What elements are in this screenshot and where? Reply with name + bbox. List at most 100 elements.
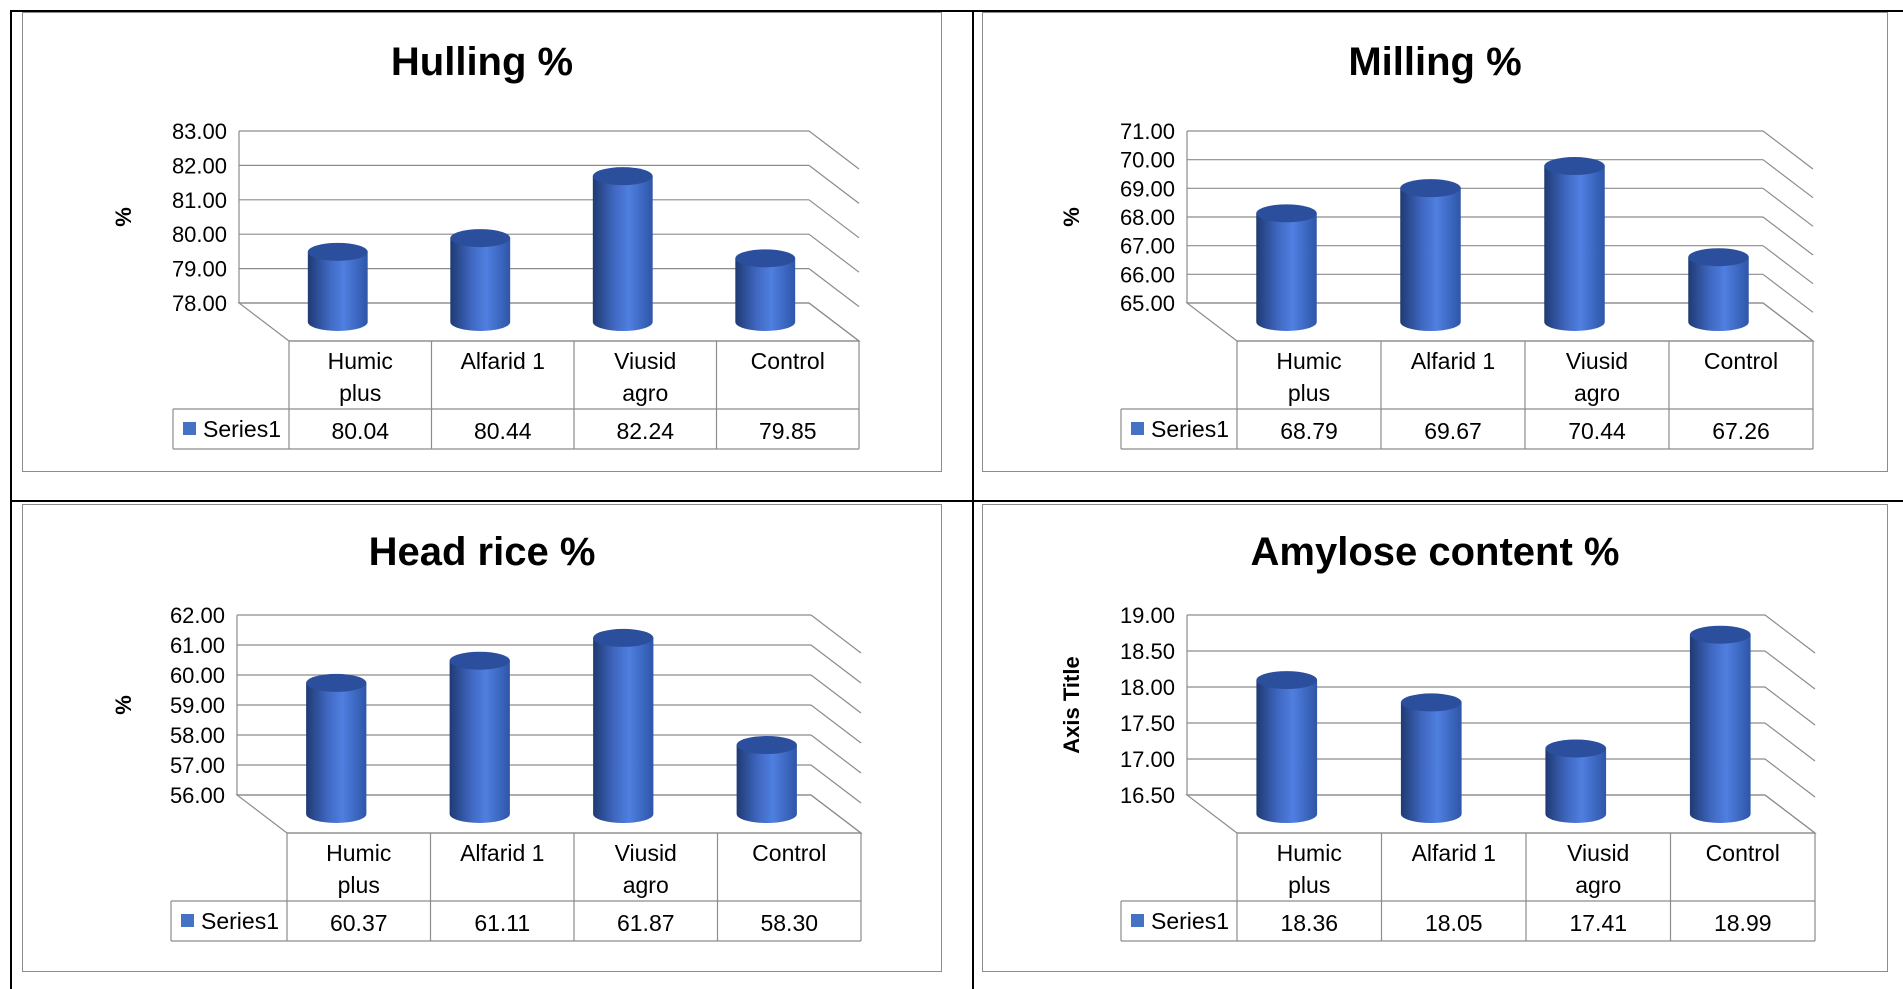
chart-title: Hulling % [391,40,573,84]
category-label-line: Humic [328,348,393,374]
category-label: Alfarid 1 [1412,840,1496,866]
bar-top [449,651,510,670]
category-label: Humic plus [326,840,391,898]
gridline-side [1762,216,1814,256]
gridline-side [1764,650,1816,690]
y-tick-label: 58.00 [170,723,225,748]
gridline-side [808,164,860,204]
gridline-side [810,704,862,744]
y-tick-label: 70.00 [1120,148,1175,173]
y-tick-label: 66.00 [1120,262,1175,287]
bar-0 [1256,204,1317,331]
value-label: 18.05 [1425,910,1483,936]
value-label: 82.24 [616,418,674,444]
y-tick-label: 56.00 [170,783,225,808]
category-label: Viusid agro [1567,840,1629,898]
bar-2 [1545,739,1607,823]
gridline-side [808,268,860,308]
bar-body [307,251,368,331]
gridline-side [1764,614,1816,654]
bar-body [1689,634,1751,823]
chart-hulling-svg: Hulling %% 78.00 79.00 80.00 81.00 82.00 83.00… [111,40,861,450]
bar-body [735,258,796,331]
gridline-side [1764,794,1816,834]
category-label-line: plus [338,872,380,898]
table-divider-horizontal [10,500,1903,502]
value-label: 18.36 [1280,910,1338,936]
gridline-side [1762,130,1814,170]
bar-top [592,167,653,186]
category-label-line: plus [1288,872,1330,898]
value-label: 18.99 [1714,910,1772,936]
category-label-line: plus [1288,380,1330,406]
chart-title: Head rice % [369,530,596,574]
gridline-side [1764,758,1816,798]
category-label-line: agro [623,872,669,898]
chart-amylose: Amylose content % Axis Title 16.50 17.00 17.… [982,504,1888,972]
bar-body [1544,166,1605,331]
category-label: Humic plus [328,348,393,406]
gridline-side [810,794,862,834]
value-label: 68.79 [1280,418,1338,444]
bar-top [1400,693,1462,712]
gridline-side [808,130,860,170]
gridline-side [1762,159,1814,199]
bar-0 [1256,671,1318,823]
y-axis-title: % [111,695,136,715]
y-axis-title: Axis Title [1059,656,1084,753]
value-label: 80.44 [474,418,532,444]
y-tick-label: 16.50 [1120,783,1175,808]
y-tick-label: 80.00 [172,222,227,247]
bar-1 [450,229,511,331]
chart-head-rice: Head rice %% 56.00 57.00 58.00 59.00 60.00 61.… [22,504,942,972]
gridline-side [1762,273,1814,313]
bar-2 [592,167,653,331]
gridline-side [1762,187,1814,227]
bar-body [306,682,367,823]
category-label: Control [752,840,826,866]
bar-2 [1544,157,1605,331]
bar-0 [306,673,367,823]
y-tick-label: 81.00 [172,188,227,213]
gridline-side [810,764,862,804]
bar-1 [449,651,510,823]
bar-3 [1689,625,1751,823]
bar-top [1256,204,1317,223]
bar-body [1688,257,1749,331]
legend-series-name: Series1 [201,908,279,934]
bar-body [593,637,654,823]
category-label: Control [1706,840,1780,866]
chart-amylose-svg: Amylose content % Axis Title 16.50 17.00 17.… [1059,530,1817,942]
bar-3 [1688,248,1749,331]
gridline-side [810,674,862,714]
bar-top [593,628,654,647]
y-tick-label: 60.00 [170,663,225,688]
bar-top [1545,739,1607,758]
legend-series-name: Series1 [1151,908,1229,934]
category-label: Alfarid 1 [460,840,544,866]
category-label-line: Viusid [615,840,677,866]
bar-3 [736,736,797,823]
chart-head-rice-svg: Head rice %% 56.00 57.00 58.00 59.00 60.00 61.… [111,530,863,942]
legend-key [181,914,194,927]
bar-top [307,242,368,261]
bar-0 [307,242,368,331]
bar-body [1256,213,1317,331]
gridline-side [1762,245,1814,285]
y-tick-label: 78.00 [172,291,227,316]
value-label: 58.30 [760,910,818,936]
y-tick-label: 83.00 [172,119,227,144]
gridline-side [808,302,860,342]
bar-top [450,229,511,248]
category-label: Humic plus [1277,840,1342,898]
y-tick-label: 82.00 [172,153,227,178]
bar-1 [1400,693,1462,823]
gridline-side [810,734,862,774]
value-label: 80.04 [331,418,389,444]
category-label-line: Viusid [1566,348,1628,374]
legend-series-name: Series1 [1151,416,1229,442]
category-label-line: Viusid [1567,840,1629,866]
category-label-line: agro [1575,872,1621,898]
y-tick-label: 71.00 [1120,119,1175,144]
y-tick-label: 61.00 [170,633,225,658]
